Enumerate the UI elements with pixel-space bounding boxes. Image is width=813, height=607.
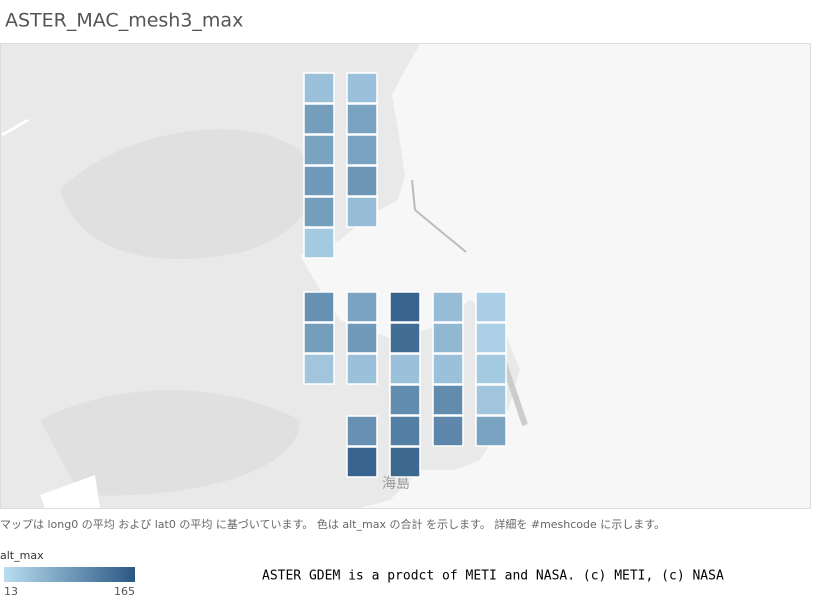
legend-ramp [4, 567, 135, 582]
mesh-cell[interactable] [303, 291, 335, 323]
land-relief [60, 129, 312, 260]
mesh-cell[interactable] [432, 291, 464, 323]
map-label: 海島 [382, 476, 410, 492]
mesh-cell[interactable] [346, 446, 378, 478]
mesh-cell[interactable] [432, 322, 464, 354]
mesh-cell[interactable] [346, 291, 378, 323]
mesh-cell[interactable] [432, 384, 464, 416]
mesh-cell[interactable] [303, 227, 335, 259]
mesh-cell[interactable] [389, 446, 421, 478]
mesh-cell[interactable] [432, 353, 464, 385]
mesh-cell[interactable] [346, 353, 378, 385]
legend-min: 13 [4, 585, 18, 598]
caption: マップは long0 の平均 および lat0 の平均 に基づいています。 色は… [0, 517, 665, 531]
mesh-cell[interactable] [475, 353, 507, 385]
mesh-cell[interactable] [303, 196, 335, 228]
mesh-cell[interactable] [475, 415, 507, 447]
land-relief [40, 390, 300, 496]
mesh-cell[interactable] [346, 415, 378, 447]
legend-max: 165 [114, 585, 135, 598]
mesh-cell[interactable] [346, 196, 378, 228]
mesh-cell[interactable] [303, 134, 335, 166]
mesh-cell[interactable] [303, 72, 335, 104]
road [1, 118, 29, 137]
mesh-cell[interactable] [389, 384, 421, 416]
mesh-cell[interactable] [389, 291, 421, 323]
road [40, 475, 100, 508]
attribution: ASTER GDEM is a prodct of METI and NASA.… [262, 569, 724, 584]
mesh-cell[interactable] [346, 165, 378, 197]
road [414, 209, 467, 253]
mesh-cell[interactable] [389, 353, 421, 385]
legend-title: alt_max [0, 549, 44, 562]
mesh-cell[interactable] [475, 322, 507, 354]
road [411, 179, 416, 211]
mesh-cell[interactable] [389, 415, 421, 447]
mesh-cell[interactable] [303, 353, 335, 385]
mesh-cell[interactable] [303, 322, 335, 354]
mesh-cell[interactable] [389, 322, 421, 354]
mesh-cell[interactable] [432, 415, 464, 447]
mesh-cell[interactable] [475, 291, 507, 323]
map: 海島 [1, 44, 810, 508]
mesh-cell[interactable] [475, 384, 507, 416]
mesh-cell[interactable] [303, 103, 335, 135]
mesh-cell[interactable] [346, 322, 378, 354]
map-border [0, 43, 811, 509]
mesh-cell[interactable] [346, 72, 378, 104]
mesh-cell[interactable] [303, 165, 335, 197]
mesh-cells [303, 72, 507, 478]
title: ASTER_MAC_mesh3_max [5, 10, 243, 32]
mesh-cell[interactable] [346, 103, 378, 135]
mesh-cell[interactable] [346, 134, 378, 166]
